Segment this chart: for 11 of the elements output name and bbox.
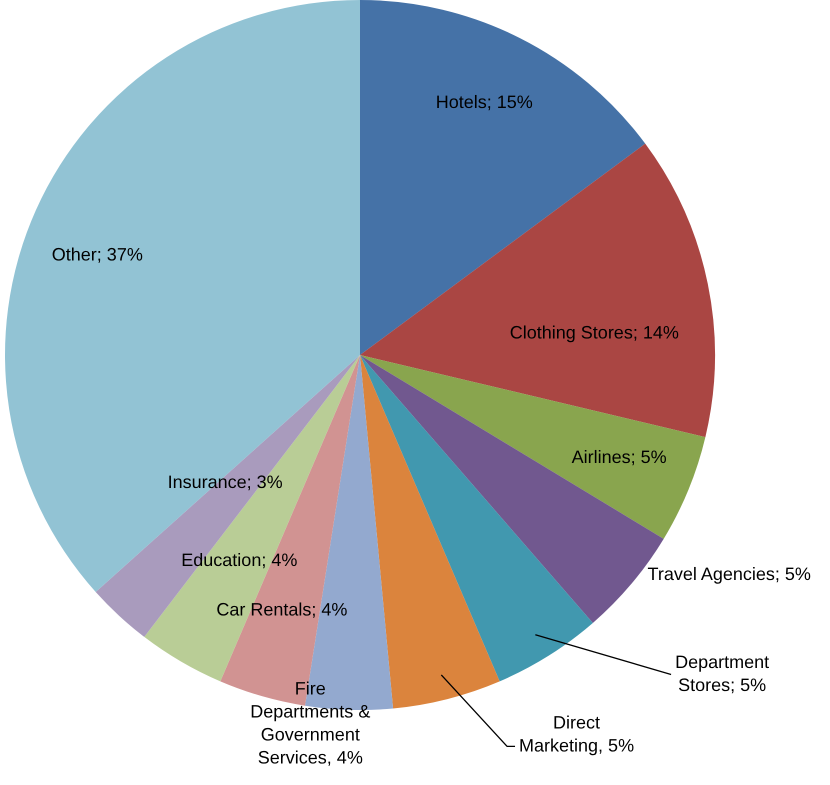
slice-label: Education; 4% [181,550,298,570]
slice-label: Car Rentals; 4% [216,600,348,620]
slice-label: Clothing Stores; 14% [510,322,679,343]
slice-label: Insurance; 3% [168,472,283,492]
slice-label: Direct Marketing, 5% [519,712,634,756]
slice-label: Travel Agencies; 5% [647,564,811,584]
slice-label: Airlines; 5% [572,446,667,467]
slice-label: Hotels; 15% [436,92,533,112]
slice-label: Department Stores; 5% [675,652,770,695]
slice-label: Fire Departments & Government Services, 4% [250,678,370,768]
slice-label: Other; 37% [52,244,143,265]
